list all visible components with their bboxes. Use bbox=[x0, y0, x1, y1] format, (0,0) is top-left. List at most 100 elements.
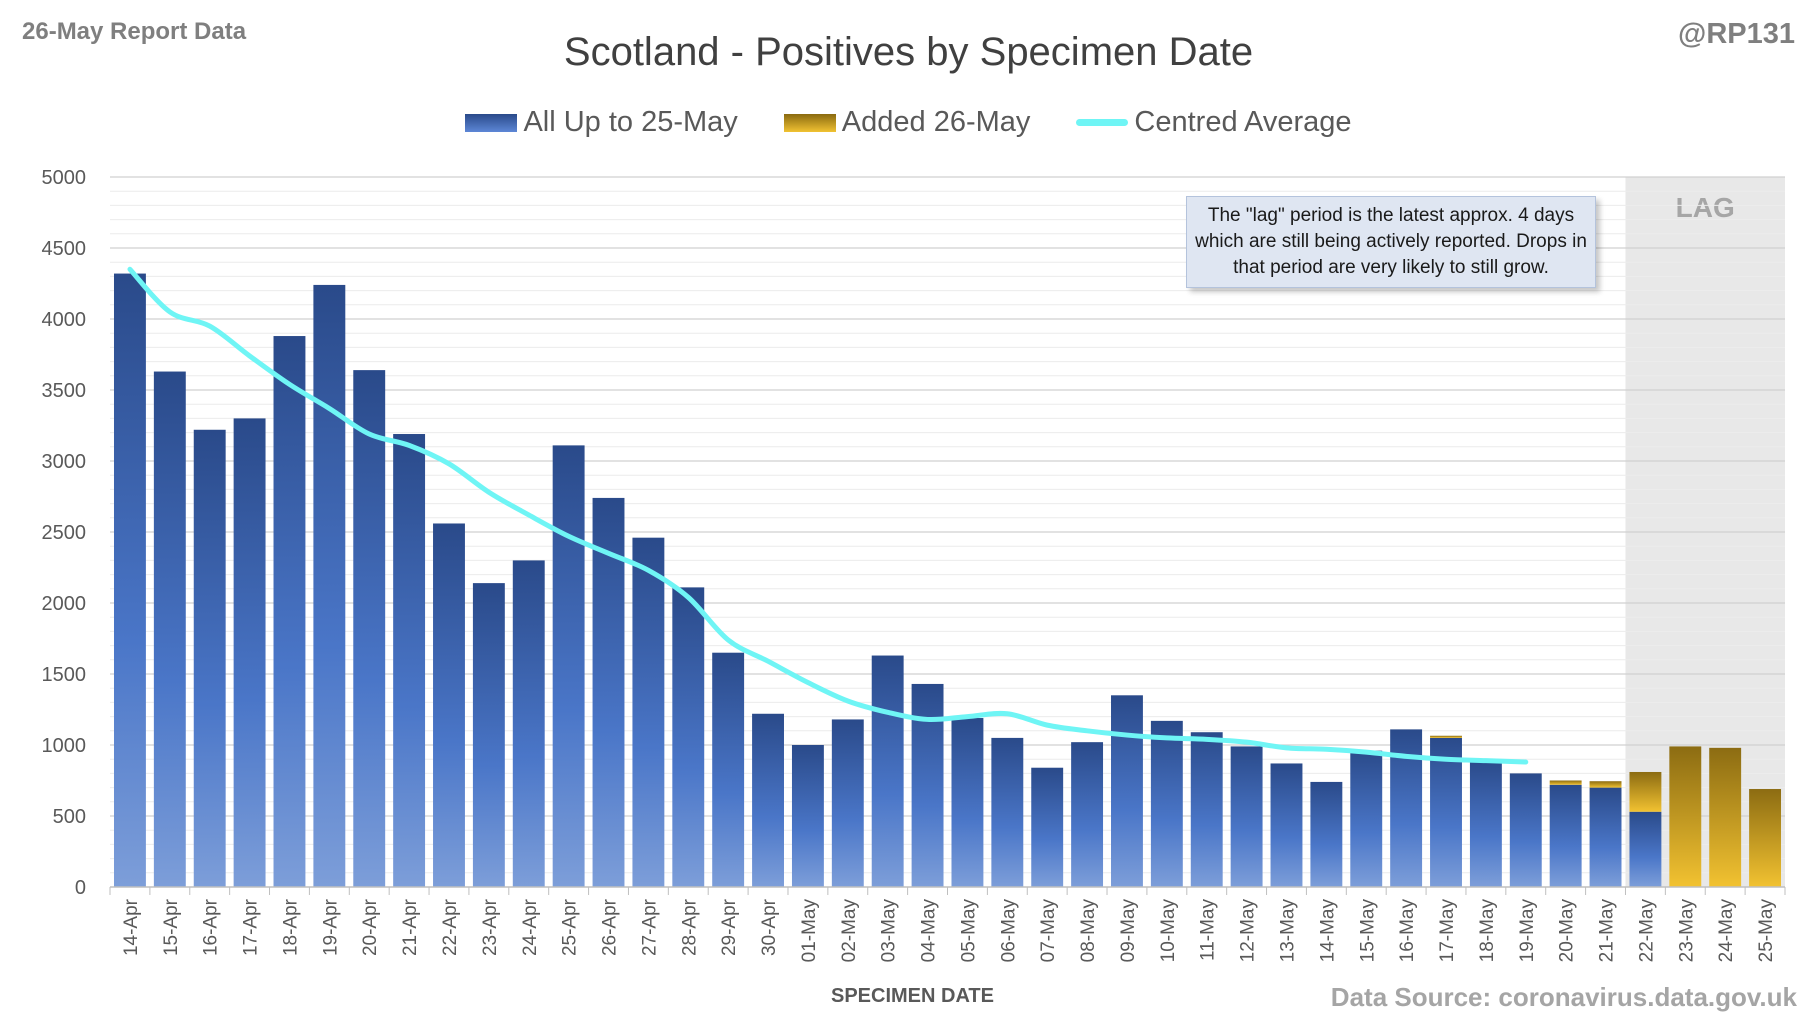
bar-added bbox=[1629, 771, 1662, 812]
bar-base bbox=[592, 497, 625, 887]
bar-base bbox=[313, 284, 346, 887]
x-tick-label: 17-Apr bbox=[241, 898, 262, 956]
bar-base bbox=[1111, 695, 1143, 887]
bar-base bbox=[393, 434, 426, 887]
y-tick-label: 4000 bbox=[42, 309, 87, 331]
bar-added bbox=[1549, 780, 1582, 785]
x-tick-label: 22-Apr bbox=[440, 898, 461, 956]
y-tick-label: 2000 bbox=[42, 593, 87, 615]
bar-base bbox=[233, 418, 266, 887]
report-label: 26-May Report Data bbox=[22, 18, 247, 45]
y-tick-label: 3500 bbox=[42, 380, 87, 402]
centred-average-line bbox=[127, 266, 1529, 765]
x-tick-label: 22-May bbox=[1636, 899, 1657, 963]
x-tick-label: 09-May bbox=[1118, 899, 1139, 963]
x-tick-label: 11-May bbox=[1198, 899, 1219, 961]
x-tick-label: 27-Apr bbox=[639, 898, 660, 956]
x-tick-label: 02-May bbox=[839, 899, 860, 963]
x-tick-label: 17-May bbox=[1437, 899, 1458, 963]
legend-swatch-blue bbox=[465, 113, 518, 132]
bar-base bbox=[552, 445, 585, 887]
bar-base bbox=[1270, 763, 1303, 887]
legend-label-added: Added 26-May bbox=[841, 106, 1031, 138]
bar-base bbox=[1230, 746, 1263, 887]
bar-base bbox=[1589, 787, 1622, 887]
x-tick-label: 19-May bbox=[1517, 899, 1538, 963]
bar-added bbox=[1709, 747, 1742, 887]
legend-item-added: Added 26-May bbox=[783, 106, 1031, 139]
bar-base bbox=[113, 273, 146, 887]
bar-added bbox=[1430, 735, 1462, 738]
bar-base bbox=[1310, 781, 1343, 887]
bar-base bbox=[871, 655, 904, 887]
x-tick-label: 18-May bbox=[1477, 899, 1498, 963]
x-tick-label: 14-Apr bbox=[121, 898, 142, 956]
x-tick-label: 21-Apr bbox=[400, 898, 421, 956]
y-tick-label: 0 bbox=[75, 877, 86, 899]
bar-base bbox=[1031, 767, 1064, 887]
x-tick-label: 07-May bbox=[1038, 899, 1059, 963]
chart-title: Scotland - Positives by Specimen Date bbox=[563, 30, 1254, 74]
author-handle: @RP131 bbox=[1678, 18, 1795, 50]
x-tick-label: 15-May bbox=[1357, 899, 1378, 963]
lag-label: LAG bbox=[1676, 192, 1735, 223]
x-tick-label: 13-May bbox=[1277, 899, 1298, 963]
bar-added bbox=[1749, 789, 1782, 887]
y-tick-label: 5000 bbox=[42, 167, 87, 189]
bar-base bbox=[991, 737, 1024, 887]
bar-base bbox=[353, 370, 386, 887]
bar-base bbox=[752, 713, 784, 887]
bar-added bbox=[1669, 746, 1702, 887]
x-tick-label: 16-Apr bbox=[201, 898, 222, 956]
bar-base bbox=[1629, 811, 1662, 887]
bar-base bbox=[831, 719, 864, 887]
x-tick-label: 28-Apr bbox=[679, 898, 700, 956]
x-tick-label: 29-Apr bbox=[719, 898, 740, 956]
data-source: Data Source: coronavirus.data.gov.uk bbox=[1330, 982, 1797, 1012]
bar-base bbox=[951, 718, 984, 887]
x-tick-label: 15-Apr bbox=[161, 898, 182, 956]
legend-label-average: Centred Average bbox=[1134, 106, 1352, 138]
bar-base bbox=[1509, 773, 1542, 887]
bar-base bbox=[193, 429, 226, 887]
bar-base bbox=[153, 371, 186, 887]
bar-added bbox=[1589, 781, 1622, 788]
x-tick-label: 30-Apr bbox=[759, 898, 780, 956]
bar-base bbox=[1549, 784, 1582, 887]
bar-base bbox=[512, 560, 545, 887]
x-tick-label: 12-May bbox=[1238, 899, 1259, 963]
bar-base bbox=[1190, 732, 1223, 887]
legend-label-base: All Up to 25-May bbox=[523, 106, 738, 138]
y-tick-label: 4500 bbox=[42, 238, 87, 260]
x-tick-label: 03-May bbox=[879, 899, 900, 963]
chart-legend: All Up to 25-May Added 26-May Centred Av… bbox=[0, 106, 1817, 139]
legend-item-average: Centred Average bbox=[1076, 106, 1352, 139]
x-tick-label: 19-Apr bbox=[320, 898, 341, 956]
y-tick-label: 1000 bbox=[42, 735, 87, 757]
x-tick-label: 08-May bbox=[1078, 899, 1099, 963]
legend-swatch-gold bbox=[783, 113, 836, 132]
bar-base bbox=[712, 652, 745, 887]
y-tick-label: 2500 bbox=[42, 522, 87, 544]
x-tick-label: 10-May bbox=[1158, 899, 1179, 963]
x-tick-label: 06-May bbox=[998, 899, 1019, 963]
x-tick-label: 16-May bbox=[1397, 899, 1418, 963]
x-tick-label: 01-May bbox=[799, 899, 820, 963]
x-tick-label: 21-May bbox=[1597, 899, 1618, 963]
bar-base bbox=[273, 336, 306, 887]
bar-base bbox=[1071, 742, 1104, 887]
bar-base bbox=[1469, 760, 1502, 887]
x-tick-label: 14-May bbox=[1317, 899, 1338, 963]
bar-base bbox=[472, 583, 505, 887]
legend-item-base: All Up to 25-May bbox=[465, 106, 738, 139]
x-tick-label: 18-Apr bbox=[280, 898, 301, 956]
x-tick-label: 24-May bbox=[1716, 899, 1737, 963]
bar-base bbox=[1430, 737, 1462, 887]
x-tick-label: 25-Apr bbox=[560, 898, 581, 956]
x-tick-label: 26-Apr bbox=[600, 898, 621, 956]
x-tick-label: 20-May bbox=[1557, 899, 1578, 963]
x-tick-label: 05-May bbox=[958, 899, 979, 963]
bar-base bbox=[1150, 720, 1183, 887]
